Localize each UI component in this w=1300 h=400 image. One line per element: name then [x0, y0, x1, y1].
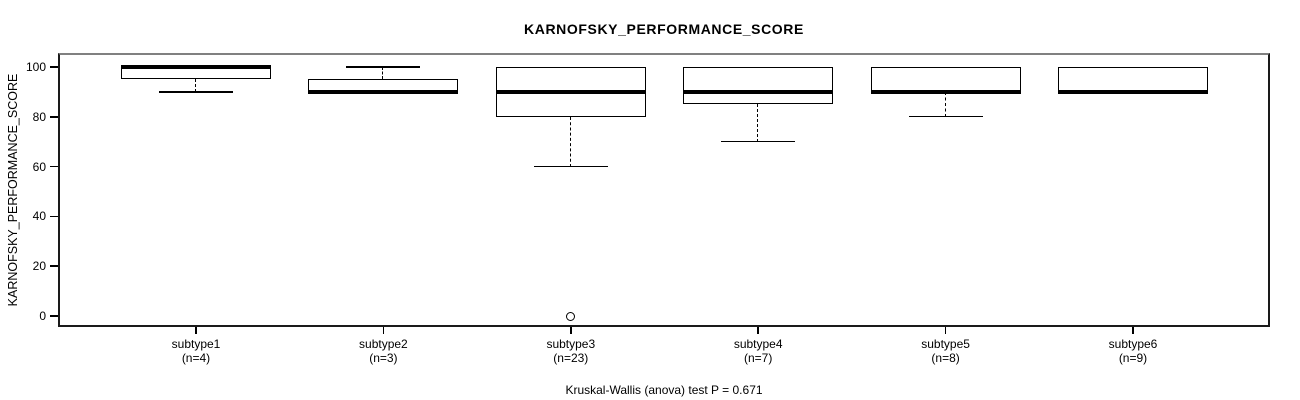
sample-size-label: (n=3)	[369, 350, 398, 365]
category-label: subtype5	[921, 337, 970, 351]
category-label: subtype2	[359, 337, 408, 351]
x-axis-tick-label: subtype2 (n=3)	[303, 337, 463, 365]
plot-area-frame	[58, 53, 1270, 327]
y-axis-tick-label: 20	[32, 259, 46, 274]
median-line	[1058, 89, 1208, 94]
x-axis-tick	[1132, 327, 1134, 334]
y-axis-tick	[50, 215, 58, 218]
category-label: subtype6	[1108, 337, 1158, 351]
x-axis-tick-label: subtype1 (n=4)	[116, 337, 276, 365]
y-axis-tick	[50, 116, 58, 118]
category-label: subtype1	[171, 337, 221, 351]
y-axis-tick	[50, 165, 58, 168]
y-axis-tick-label: 80	[32, 109, 46, 124]
upper-whisker-cap	[346, 66, 421, 68]
median-line	[495, 89, 646, 94]
y-axis-tick-label: 0	[39, 309, 46, 323]
sample-size-label: (n=7)	[744, 350, 773, 365]
y-axis-tick	[50, 315, 58, 317]
category-label: subtype4	[733, 337, 783, 351]
chart-title: KARNOFSKY_PERFORMANCE_SCORE	[524, 21, 804, 37]
box-iqr	[683, 67, 834, 105]
median-line	[121, 65, 271, 69]
box-iqr	[1058, 67, 1208, 92]
category-label: subtype3	[546, 337, 596, 351]
y-axis-tick	[50, 265, 58, 267]
sample-size-label: (n=23)	[553, 350, 589, 365]
median-line	[870, 89, 1021, 94]
sample-size-label: (n=8)	[931, 350, 960, 365]
y-axis-tick-label: 60	[32, 159, 46, 174]
x-axis-tick	[757, 327, 759, 334]
x-axis-tick-label: subtype4 (n=7)	[678, 337, 838, 365]
upper-whisker-line	[382, 67, 384, 80]
y-axis-tick	[50, 66, 58, 68]
lower-whisker-line	[757, 104, 759, 142]
y-axis-tick-label: 40	[32, 209, 46, 224]
sample-size-label: (n=4)	[181, 350, 211, 365]
median-line	[308, 89, 459, 94]
sample-size-label: (n=9)	[1118, 350, 1148, 365]
lower-whisker-cap	[533, 165, 608, 168]
x-axis-tick	[195, 327, 197, 334]
x-axis-tick	[382, 327, 385, 334]
box-iqr	[870, 67, 1021, 92]
x-axis-tick	[944, 327, 947, 334]
lower-whisker-cap	[159, 90, 233, 93]
x-axis-tick-label: subtype5 (n=8)	[866, 337, 1026, 365]
lower-whisker-line	[569, 116, 571, 167]
outlier-point	[566, 311, 576, 321]
x-axis-tick	[570, 327, 572, 334]
lower-whisker-cap	[721, 140, 796, 143]
stat-annotation: Kruskal-Wallis (anova) test P = 0.671	[565, 383, 763, 397]
median-line	[683, 89, 834, 94]
lower-whisker-line	[195, 79, 196, 92]
x-axis-tick-label: subtype3 (n=23)	[491, 337, 651, 365]
x-axis-tick-label: subtype6 (n=9)	[1053, 337, 1213, 365]
y-axis-tick-label: 100	[25, 60, 46, 74]
lower-whisker-cap	[908, 115, 983, 118]
lower-whisker-line	[944, 91, 946, 117]
